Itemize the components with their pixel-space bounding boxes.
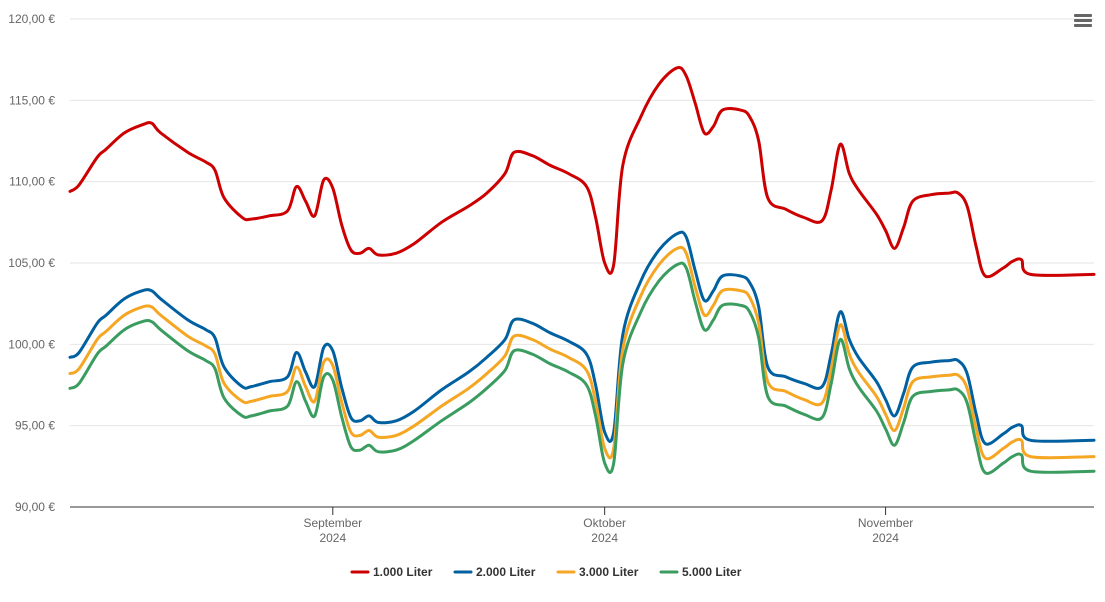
x-tick-year: 2024 [319, 531, 346, 545]
x-tick-year: 2024 [591, 531, 618, 545]
series-lines [68, 66, 1096, 475]
y-tick-label: 90,00 € [15, 500, 55, 514]
x-tick-year: 2024 [872, 531, 899, 545]
y-tick-label: 115,00 € [9, 93, 55, 107]
x-tick-month: November [858, 516, 913, 530]
legend-item: 5.000 Liter [659, 565, 742, 579]
legend-item: 3.000 Liter [556, 565, 639, 579]
y-tick-label: 110,00 € [9, 175, 55, 189]
legend-item: 2.000 Liter [453, 565, 536, 579]
legend-label: 2.000 Liter [476, 565, 536, 579]
series-line-3 [68, 245, 1096, 461]
legend-label: 3.000 Liter [579, 565, 639, 579]
legend-label: 5.000 Liter [682, 565, 742, 579]
legend: 1.000 Liter 2.000 Liter 3.000 Liter 5.000 L… [350, 565, 742, 579]
legend-item: 1.000 Liter [350, 565, 433, 579]
y-tick-label: 120,00 € [8, 12, 55, 26]
hamburger-menu-icon[interactable] [1072, 12, 1094, 32]
x-tick-month: September [303, 516, 362, 530]
grid-lines [70, 18, 1094, 427]
series-line-1 [68, 66, 1096, 279]
legend-label: 1.000 Liter [373, 565, 433, 579]
y-tick-label: 105,00 € [8, 256, 55, 270]
y-tick-label: 95,00 € [15, 419, 55, 433]
series-line-4 [68, 261, 1096, 475]
y-axis: 90,00 € 95,00 € 100,00 € 105,00 € 110,00 € 11… [8, 12, 55, 514]
x-tick-month: Oktober [583, 516, 626, 530]
series-line-2 [68, 230, 1096, 446]
y-tick-label: 100,00 € [8, 337, 55, 351]
